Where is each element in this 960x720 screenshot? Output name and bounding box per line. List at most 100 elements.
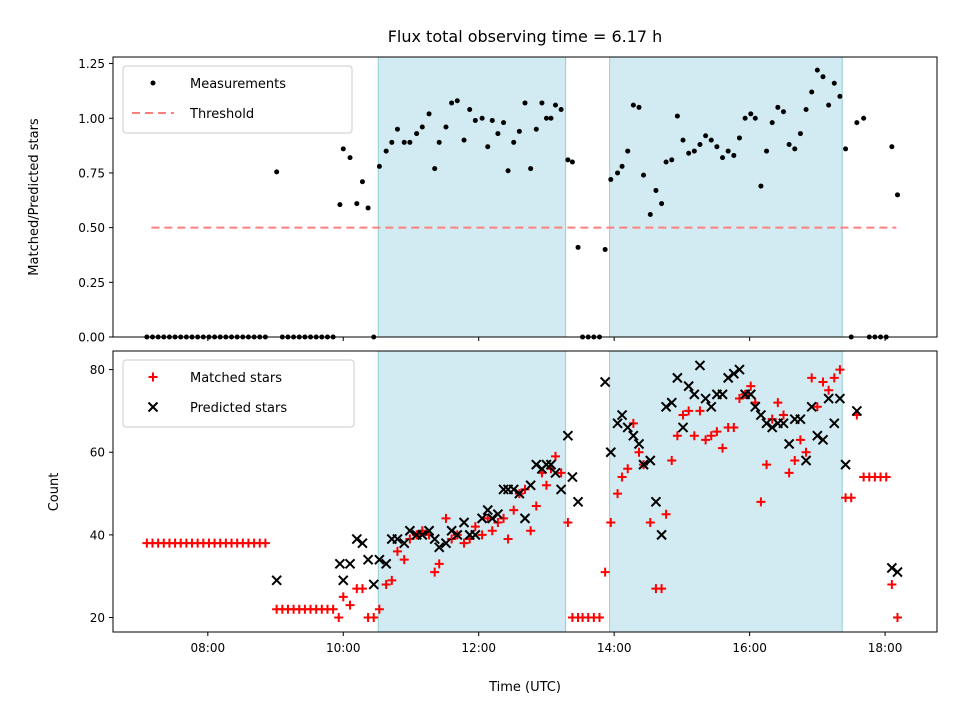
- data-point: [773, 398, 783, 408]
- data-point: [359, 179, 365, 185]
- data-point: [617, 472, 627, 482]
- data-point: [539, 100, 545, 106]
- data-point: [345, 600, 355, 610]
- data-point: [697, 142, 703, 147]
- data-point: [638, 459, 649, 470]
- data-point: [357, 584, 367, 594]
- data-point: [470, 529, 481, 541]
- data-point: [334, 558, 346, 570]
- data-point: [522, 100, 528, 106]
- y-tick-label: 40: [90, 528, 105, 542]
- data-point: [338, 592, 348, 602]
- data-point: [432, 166, 438, 172]
- data-point: [831, 80, 837, 86]
- data-point: [472, 117, 478, 123]
- data-point: [750, 401, 761, 412]
- data-point: [663, 159, 669, 165]
- data-point: [843, 146, 849, 152]
- y-tick-label: 80: [90, 363, 105, 377]
- data-point: [780, 109, 786, 115]
- data-point: [392, 546, 402, 556]
- data-point: [487, 513, 498, 524]
- data-point: [674, 113, 680, 119]
- data-point: [383, 148, 389, 154]
- data-point: [700, 393, 711, 404]
- data-point: [274, 169, 280, 175]
- data-point: [657, 584, 667, 594]
- data-point: [368, 579, 379, 590]
- data-point: [495, 131, 501, 137]
- data-point: [556, 468, 566, 478]
- data-point: [401, 139, 407, 145]
- data-point: [376, 163, 382, 169]
- data-point: [861, 115, 867, 121]
- legend-label: Measurements: [190, 77, 286, 92]
- x-axis-label: Time (UTC): [488, 680, 561, 695]
- bottom-y-axis-label: Count: [47, 473, 62, 512]
- data-point: [672, 372, 683, 384]
- data-point: [634, 447, 644, 457]
- data-point: [426, 111, 432, 117]
- data-point: [485, 144, 491, 150]
- data-point: [720, 155, 726, 161]
- data-point: [369, 613, 379, 623]
- data-point: [840, 459, 851, 470]
- data-point: [837, 93, 843, 99]
- data-point: [389, 139, 395, 145]
- data-point: [606, 517, 616, 527]
- data-point: [594, 613, 604, 623]
- data-point: [807, 373, 817, 383]
- x-tick-label: 16:00: [732, 641, 767, 655]
- data-point: [392, 533, 403, 545]
- data-point: [550, 467, 561, 479]
- data-point: [630, 102, 636, 108]
- top-panel: 0.00 0.25 0.50 0.75 1.00 1.25 Measurements Thre…: [78, 56, 938, 345]
- data-point: [623, 464, 633, 474]
- data-point: [701, 435, 711, 445]
- data-point: [441, 513, 451, 523]
- data-point: [734, 364, 745, 375]
- data-point: [656, 529, 667, 541]
- x-tick-label: 10:00: [326, 641, 361, 655]
- data-point: [892, 613, 902, 623]
- legend-label: Threshold: [189, 107, 254, 122]
- data-point: [834, 393, 846, 404]
- data-point: [452, 529, 463, 541]
- data-point: [344, 558, 356, 570]
- data-point: [795, 435, 805, 445]
- data-point: [362, 554, 374, 565]
- data-point: [404, 525, 416, 536]
- data-point: [459, 538, 469, 548]
- data-point: [736, 135, 742, 141]
- data-point: [734, 394, 744, 404]
- data-point: [703, 133, 709, 139]
- data-point: [784, 468, 794, 478]
- chart-title: Flux total observing time = 6.17 h: [388, 27, 663, 46]
- data-point: [889, 144, 895, 150]
- data-point: [509, 505, 519, 515]
- data-point: [661, 509, 671, 519]
- data-point: [545, 459, 557, 470]
- data-point: [569, 159, 575, 165]
- data-point: [394, 126, 400, 132]
- legend-symbol: [150, 80, 156, 86]
- data-point: [887, 579, 897, 589]
- data-point: [479, 115, 485, 121]
- data-point: [548, 115, 554, 121]
- data-point: [543, 115, 549, 121]
- data-point: [458, 517, 470, 528]
- data-point: [492, 509, 504, 520]
- x-tick-label: 18:00: [868, 641, 903, 655]
- data-point: [612, 418, 623, 429]
- data-point: [633, 438, 645, 450]
- data-point: [528, 166, 534, 172]
- y-tick-label: 0.75: [78, 166, 105, 180]
- data-point: [446, 525, 457, 536]
- top-legend: Measurements Threshold: [122, 65, 353, 134]
- data-point: [795, 413, 806, 425]
- data-point: [691, 148, 697, 154]
- top-series-1: [144, 67, 900, 340]
- data-point: [714, 144, 720, 150]
- data-point: [628, 418, 638, 428]
- data-point: [482, 504, 493, 516]
